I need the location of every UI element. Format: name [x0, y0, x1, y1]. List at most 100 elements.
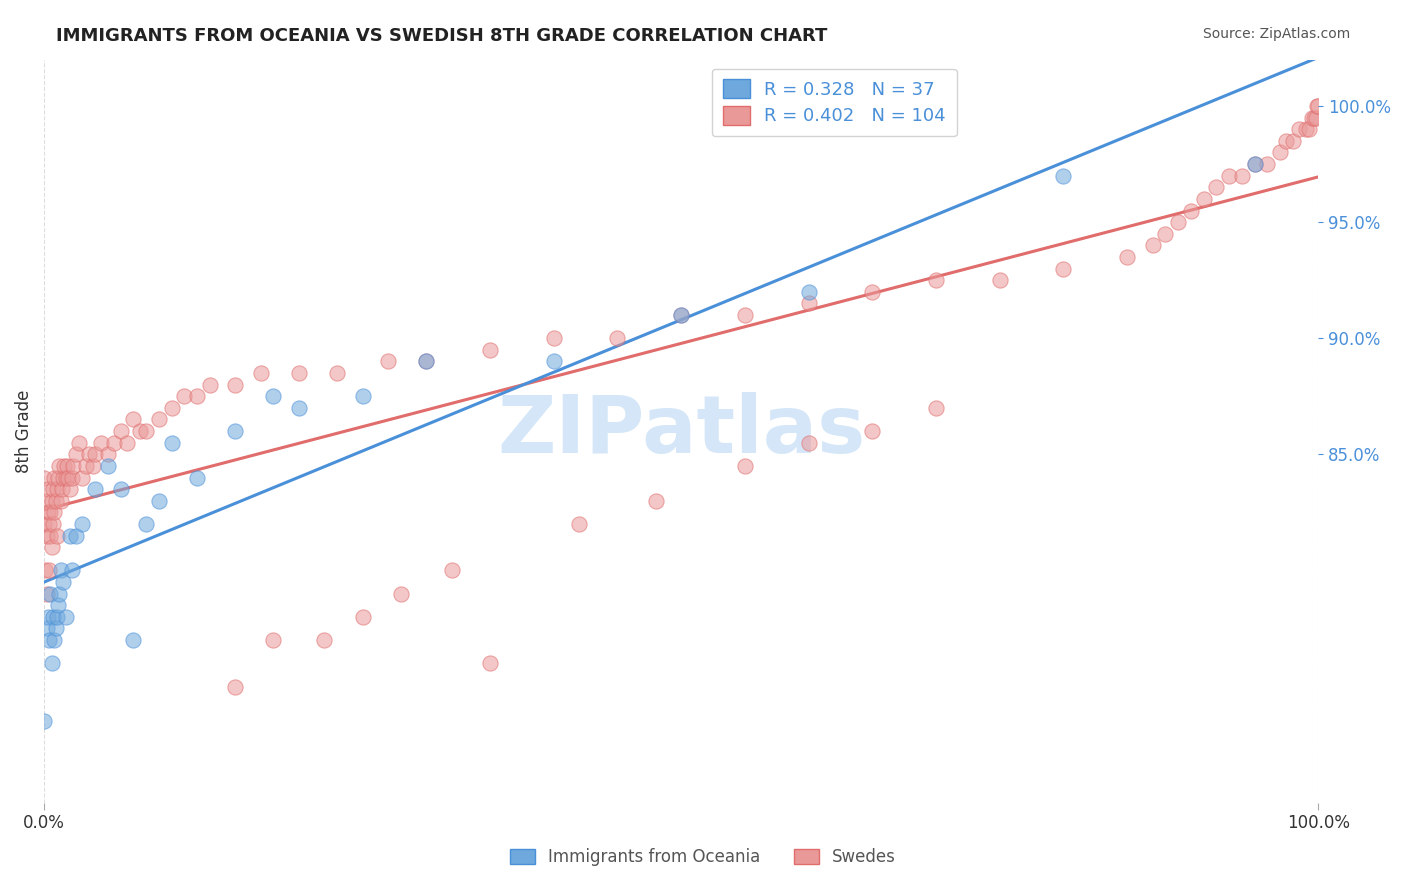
Point: [49, 493, 72, 508]
Point: [42, 610, 65, 624]
Point: [1218, 169, 1240, 183]
Point: [45, 622, 67, 636]
Point: [58, 528, 80, 542]
Point: [224, 680, 246, 694]
Point: [1281, 134, 1303, 148]
Point: [49, 563, 72, 577]
Point: [38, 633, 60, 648]
Point: [45, 482, 67, 496]
Point: [1301, 111, 1323, 125]
Point: [1154, 227, 1177, 241]
Point: [34, 493, 56, 508]
Point: [84, 482, 107, 496]
Point: [115, 435, 138, 450]
Point: [46, 599, 69, 613]
Point: [97, 458, 120, 473]
Point: [1116, 250, 1139, 264]
Y-axis label: 8th Grade: 8th Grade: [15, 390, 32, 473]
Point: [39, 505, 62, 519]
Point: [38, 516, 60, 531]
Point: [65, 447, 87, 461]
Point: [42, 516, 65, 531]
Point: [288, 366, 311, 380]
Point: [860, 424, 883, 438]
Point: [1268, 145, 1291, 160]
Point: [1167, 215, 1189, 229]
Point: [41, 657, 63, 671]
Point: [35, 587, 58, 601]
Point: [44, 505, 66, 519]
Point: [37, 482, 59, 496]
Point: [1298, 122, 1320, 136]
Point: [44, 633, 66, 648]
Point: [389, 587, 412, 601]
Point: [41, 540, 63, 554]
Point: [58, 482, 80, 496]
Point: [55, 470, 77, 484]
Point: [1142, 238, 1164, 252]
Point: [568, 516, 591, 531]
Point: [352, 610, 374, 624]
Point: [314, 633, 336, 648]
Point: [224, 424, 246, 438]
Point: [1243, 157, 1265, 171]
Point: [160, 401, 183, 415]
Point: [1275, 134, 1298, 148]
Point: [1243, 157, 1265, 171]
Point: [925, 273, 948, 287]
Point: [352, 389, 374, 403]
Point: [797, 435, 820, 450]
Point: [415, 354, 437, 368]
Point: [1256, 157, 1278, 171]
Text: IMMIGRANTS FROM OCEANIA VS SWEDISH 8TH GRADE CORRELATION CHART: IMMIGRANTS FROM OCEANIA VS SWEDISH 8TH G…: [56, 27, 828, 45]
Point: [60, 470, 83, 484]
Point: [75, 458, 97, 473]
Point: [543, 354, 565, 368]
Point: [34, 563, 56, 577]
Point: [1180, 203, 1202, 218]
Point: [186, 470, 208, 484]
Point: [1305, 111, 1327, 125]
Point: [48, 587, 70, 601]
Point: [1306, 99, 1329, 113]
Point: [326, 366, 349, 380]
Point: [46, 470, 69, 484]
Point: [224, 377, 246, 392]
Point: [249, 366, 271, 380]
Point: [56, 458, 79, 473]
Point: [110, 482, 132, 496]
Text: Source: ZipAtlas.com: Source: ZipAtlas.com: [1202, 27, 1350, 41]
Point: [1052, 261, 1074, 276]
Point: [860, 285, 883, 299]
Point: [32, 470, 55, 484]
Point: [1230, 169, 1253, 183]
Point: [58, 470, 80, 484]
Point: [39, 528, 62, 542]
Point: [644, 493, 666, 508]
Point: [44, 470, 66, 484]
Point: [53, 458, 76, 473]
Point: [45, 528, 67, 542]
Point: [35, 528, 58, 542]
Text: ZIPatlas: ZIPatlas: [498, 392, 865, 470]
Point: [128, 424, 150, 438]
Point: [377, 354, 399, 368]
Point: [797, 296, 820, 310]
Point: [135, 424, 157, 438]
Point: [77, 447, 100, 461]
Point: [38, 563, 60, 577]
Point: [1295, 122, 1317, 136]
Point: [72, 470, 94, 484]
Point: [84, 447, 107, 461]
Point: [262, 389, 284, 403]
Point: [262, 633, 284, 648]
Point: [734, 458, 756, 473]
Point: [45, 493, 67, 508]
Point: [669, 308, 692, 322]
Point: [32, 714, 55, 729]
Point: [988, 273, 1011, 287]
Point: [72, 516, 94, 531]
Point: [122, 633, 145, 648]
Legend: Immigrants from Oceania, Swedes: Immigrants from Oceania, Swedes: [502, 840, 904, 875]
Point: [52, 470, 75, 484]
